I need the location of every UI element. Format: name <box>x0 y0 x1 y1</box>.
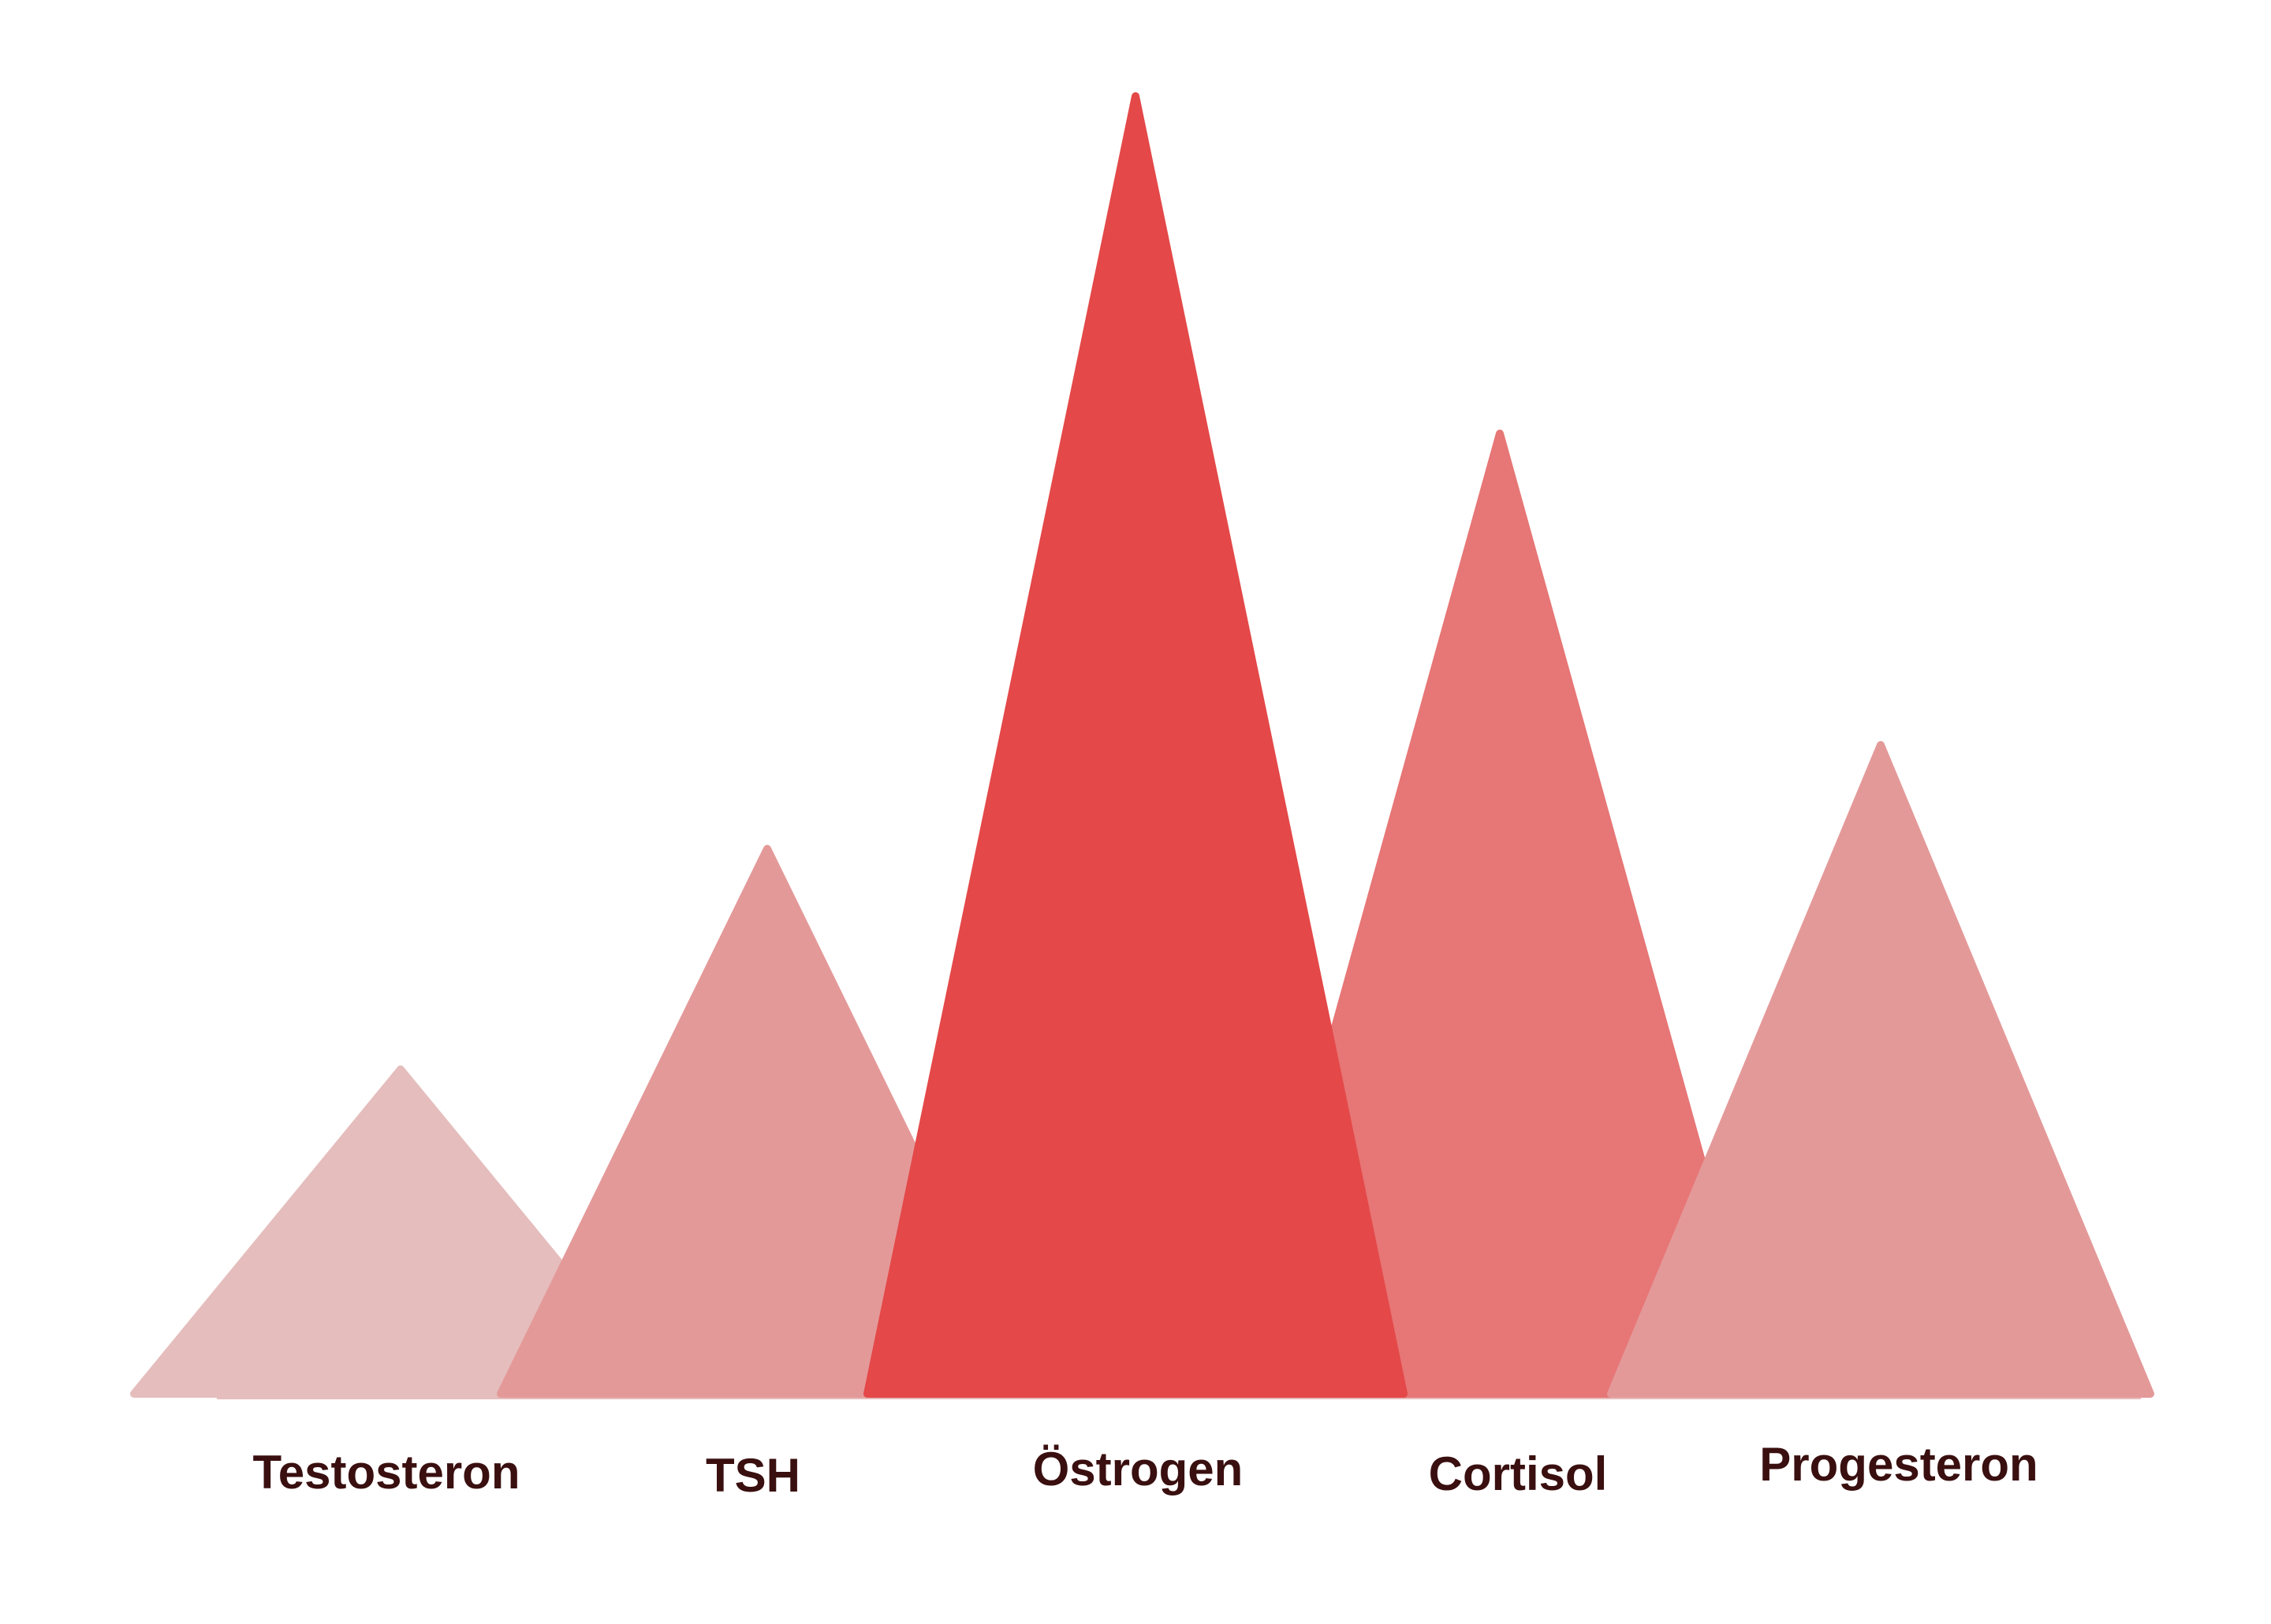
tick-label-progesteron: Progesteron <box>1759 1438 2038 1491</box>
tick-label-tsh: TSH <box>706 1449 800 1502</box>
tick-labels: Testosteron TSH Östrogen Cortisol Progestero… <box>253 1438 2038 1502</box>
peak-testosteron <box>130 1065 671 1398</box>
peak-cortisol <box>1229 430 1770 1398</box>
tick-label-cortisol: Cortisol <box>1429 1447 1608 1500</box>
peaks <box>130 92 2154 1398</box>
tick-label-testosteron: Testosteron <box>253 1446 520 1499</box>
tick-label-ostrogen: Östrogen <box>1033 1443 1244 1495</box>
peak-progesteron <box>1607 741 2154 1398</box>
peak-ostrogen <box>863 92 1408 1398</box>
